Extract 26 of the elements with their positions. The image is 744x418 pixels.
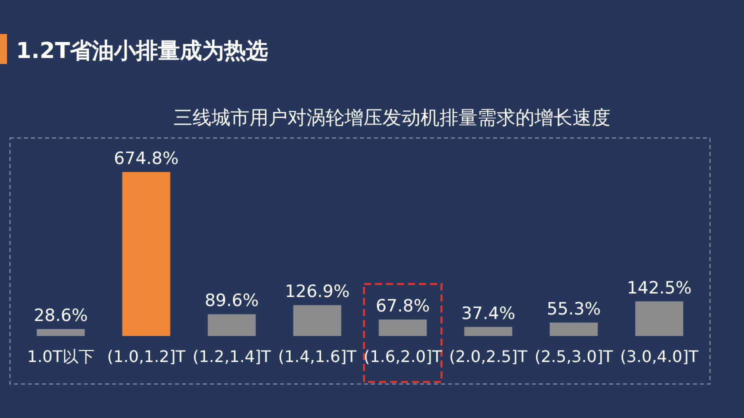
chart-title: 三线城市用户对涡轮增压发动机排量需求的增长速度 [174, 107, 610, 129]
x-tick-label: (1.6,2.0]T [364, 347, 442, 366]
bar [464, 326, 512, 336]
data-label: 89.6% [204, 291, 259, 312]
bar [36, 329, 85, 336]
data-label: 142.5% [626, 278, 692, 298]
data-label: 674.8% [114, 149, 179, 169]
x-tick-label: (2.5,3.0]T [534, 347, 614, 366]
chart-subtitle: 1.2T省油小排量成为热选 [16, 39, 268, 64]
bar [293, 305, 342, 336]
data-label: 126.9% [284, 282, 350, 302]
data-label: 55.3% [546, 300, 601, 320]
bar [378, 320, 427, 336]
x-tick-label: 1.0T以下 [27, 347, 94, 366]
bar [208, 314, 256, 336]
x-tick-label: (2.0,2.5]T [449, 347, 528, 366]
x-tick-label: (1.0,1.2]T [107, 347, 186, 366]
data-label: 28.6% [34, 306, 88, 326]
x-tick-label: (1.2,1.4]T [192, 347, 272, 366]
x-tick-label: (3.0,4.0]T [620, 347, 699, 366]
data-label: 37.4% [461, 304, 516, 324]
bar [635, 301, 684, 336]
bar [550, 322, 598, 336]
data-label: 67.8% [376, 296, 430, 317]
bar [122, 172, 170, 336]
x-tick-label: (1.4,1.6]T [278, 347, 357, 366]
